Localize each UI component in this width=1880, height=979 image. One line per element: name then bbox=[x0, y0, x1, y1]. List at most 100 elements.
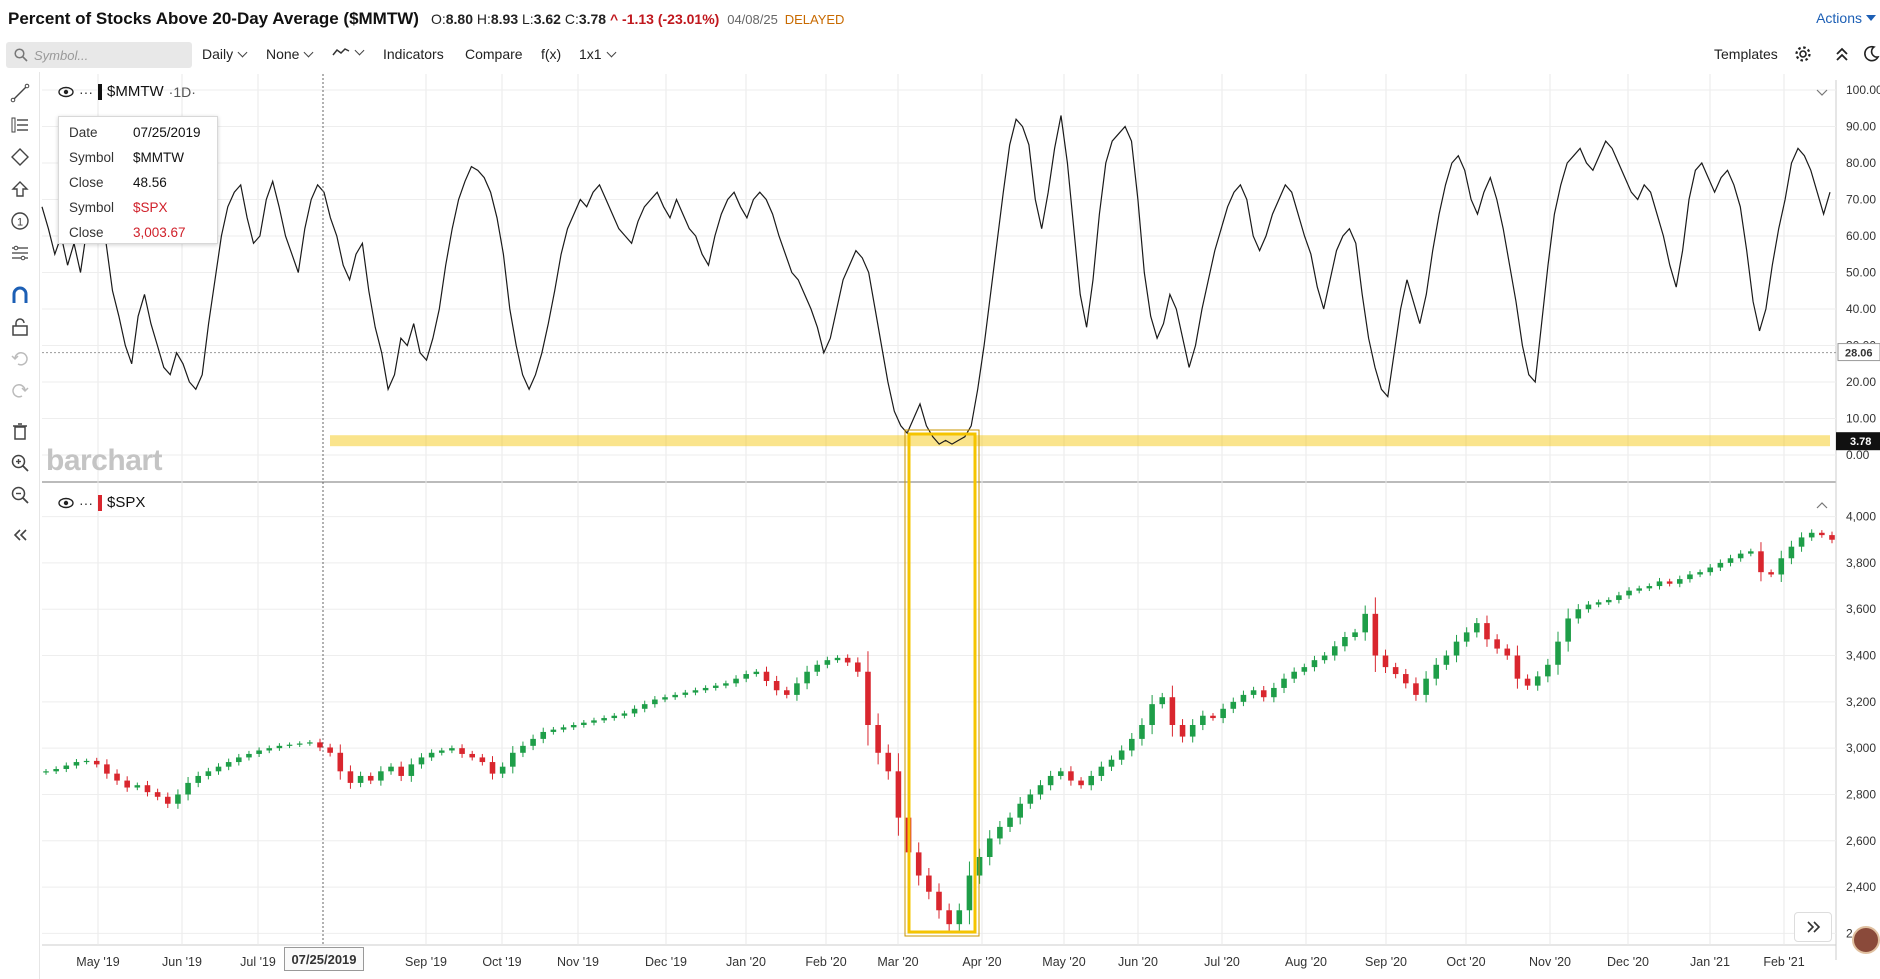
trash-icon[interactable] bbox=[8, 420, 32, 442]
candle bbox=[1676, 579, 1683, 584]
candle bbox=[1281, 678, 1287, 688]
candle bbox=[560, 727, 567, 730]
candle bbox=[378, 771, 384, 781]
candle bbox=[1626, 590, 1632, 596]
last-value-badge bbox=[1836, 432, 1880, 451]
symbol-input[interactable] bbox=[34, 47, 184, 63]
collapse-toolbar-button[interactable] bbox=[1834, 45, 1850, 66]
symbol-search[interactable] bbox=[6, 42, 192, 68]
shape-tool-icon[interactable] bbox=[8, 146, 32, 168]
x-tick-label: Aug '20 bbox=[1285, 955, 1327, 969]
candle bbox=[1788, 546, 1795, 559]
x-tick-label: May '20 bbox=[1042, 955, 1085, 969]
candle bbox=[43, 771, 49, 773]
avatar[interactable] bbox=[1852, 926, 1880, 954]
tooltip-row: Close 48.56 bbox=[69, 175, 167, 190]
candle bbox=[1139, 725, 1145, 739]
open-value: 8.80 bbox=[445, 11, 473, 27]
text-tool-icon[interactable] bbox=[8, 114, 32, 136]
lock-icon[interactable] bbox=[8, 316, 32, 338]
candle bbox=[1392, 667, 1399, 675]
more-options-icon[interactable]: ··· bbox=[79, 83, 93, 100]
zoom-in-icon[interactable] bbox=[8, 452, 32, 474]
top-symbol: $MMTW bbox=[107, 83, 164, 100]
arrow-tool-icon[interactable] bbox=[8, 178, 32, 200]
candle bbox=[1748, 551, 1754, 554]
eye-icon[interactable] bbox=[58, 86, 74, 98]
tooltip-row: Symbol $SPX bbox=[69, 200, 168, 215]
bottom-y-tick-label: 2,600 bbox=[1846, 834, 1876, 848]
candle bbox=[164, 796, 171, 804]
redo-icon[interactable] bbox=[8, 380, 32, 402]
compare-button[interactable]: Compare bbox=[465, 46, 523, 62]
chart-type-dropdown[interactable] bbox=[332, 45, 365, 58]
chevron-double-right-icon bbox=[1807, 921, 1821, 933]
candle bbox=[570, 725, 577, 728]
layout-dropdown[interactable]: 1x1 bbox=[579, 46, 617, 62]
magnet-icon[interactable] bbox=[8, 284, 32, 306]
candle bbox=[712, 685, 719, 688]
candle bbox=[205, 771, 212, 776]
candle bbox=[1352, 632, 1358, 637]
candle bbox=[915, 852, 922, 876]
highlight-box bbox=[907, 432, 977, 934]
candle bbox=[266, 748, 273, 751]
candle bbox=[865, 671, 871, 725]
series-color-swatch bbox=[98, 83, 102, 100]
actions-menu[interactable]: Actions bbox=[1816, 10, 1876, 26]
line-tool-icon[interactable] bbox=[8, 82, 32, 104]
candle bbox=[1819, 532, 1825, 536]
candle bbox=[53, 769, 59, 772]
highlight-box-outline bbox=[904, 429, 980, 937]
candle bbox=[1210, 715, 1216, 719]
bottom-y-tick-label: 2,400 bbox=[1846, 880, 1876, 894]
scroll-right-button[interactable] bbox=[1794, 912, 1832, 942]
candle bbox=[926, 875, 932, 892]
candle bbox=[1200, 715, 1206, 725]
highlight-band bbox=[330, 435, 1830, 447]
x-tick-label: Oct '19 bbox=[482, 955, 521, 969]
candle bbox=[276, 745, 283, 749]
candle bbox=[1555, 641, 1561, 665]
candle bbox=[1616, 595, 1622, 600]
undo-icon[interactable] bbox=[8, 348, 32, 370]
candle bbox=[1484, 623, 1490, 640]
candle bbox=[438, 750, 445, 753]
fx-button[interactable]: f(x) bbox=[541, 46, 562, 62]
top-y-tick-label: 10.00 bbox=[1846, 412, 1876, 426]
zoom-out-icon[interactable] bbox=[8, 484, 32, 506]
candle bbox=[855, 662, 861, 672]
fib-tool-icon[interactable] bbox=[8, 242, 32, 264]
series-color-swatch bbox=[98, 494, 102, 511]
candle bbox=[520, 745, 526, 753]
indicators-button[interactable]: Indicators bbox=[383, 46, 444, 62]
theme-toggle[interactable] bbox=[1862, 45, 1880, 66]
counter-icon[interactable]: 1 bbox=[8, 210, 32, 232]
period-label: Daily bbox=[202, 46, 234, 62]
settings-button[interactable] bbox=[1794, 45, 1812, 66]
templates-button[interactable]: Templates bbox=[1714, 46, 1778, 62]
top-y-tick-label: 60.00 bbox=[1846, 229, 1876, 243]
candle bbox=[357, 775, 364, 783]
overlay-dropdown[interactable]: None bbox=[266, 46, 314, 62]
candle bbox=[1605, 599, 1612, 603]
candle bbox=[1443, 655, 1450, 665]
candle bbox=[1727, 558, 1734, 563]
candle bbox=[1595, 602, 1602, 605]
candle bbox=[1697, 572, 1703, 575]
candle bbox=[976, 857, 983, 876]
candle bbox=[408, 764, 415, 776]
collapse-sidebar-icon[interactable] bbox=[8, 524, 32, 546]
x-tick-label: May '19 bbox=[76, 955, 119, 969]
bottom-y-tick-label: 3,800 bbox=[1846, 556, 1876, 570]
candle bbox=[905, 817, 912, 853]
candle bbox=[459, 748, 465, 754]
candle bbox=[530, 738, 536, 746]
candle bbox=[723, 683, 729, 686]
toolbar: Daily None Indicators Compare f(x) 1x1 T… bbox=[0, 38, 1880, 72]
candle bbox=[1098, 766, 1105, 776]
period-dropdown[interactable]: Daily bbox=[202, 46, 248, 62]
eye-icon[interactable] bbox=[58, 497, 74, 509]
candle bbox=[1778, 558, 1785, 575]
more-options-icon[interactable]: ··· bbox=[79, 494, 93, 511]
